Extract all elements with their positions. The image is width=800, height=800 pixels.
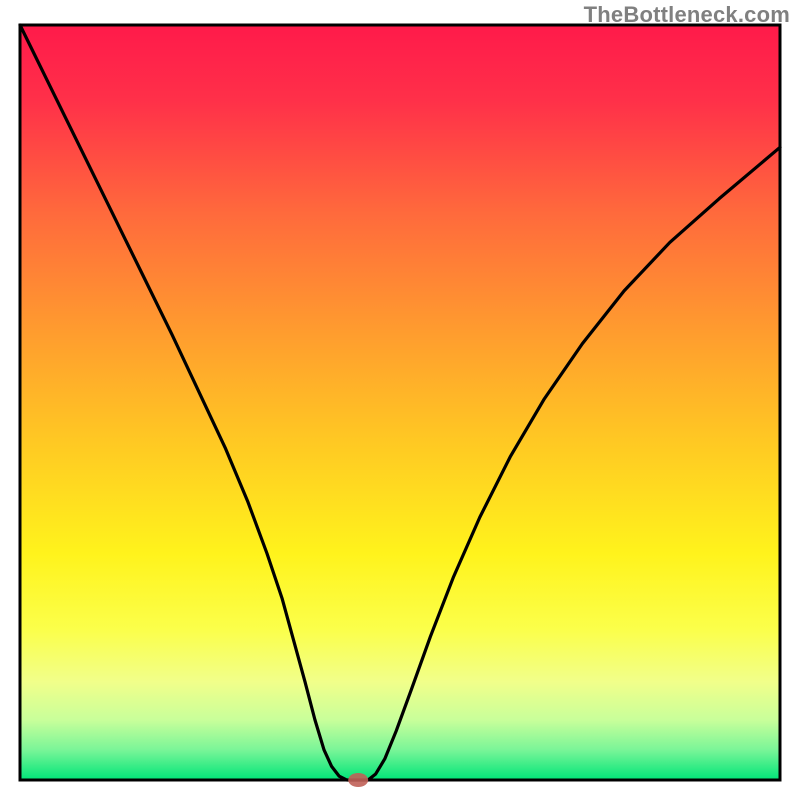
optimal-point-marker xyxy=(348,773,368,787)
bottleneck-chart xyxy=(0,0,800,800)
watermark-text: TheBottleneck.com xyxy=(584,2,790,28)
plot-background xyxy=(20,25,780,780)
chart-container: { "watermark": { "text": "TheBottleneck.… xyxy=(0,0,800,800)
